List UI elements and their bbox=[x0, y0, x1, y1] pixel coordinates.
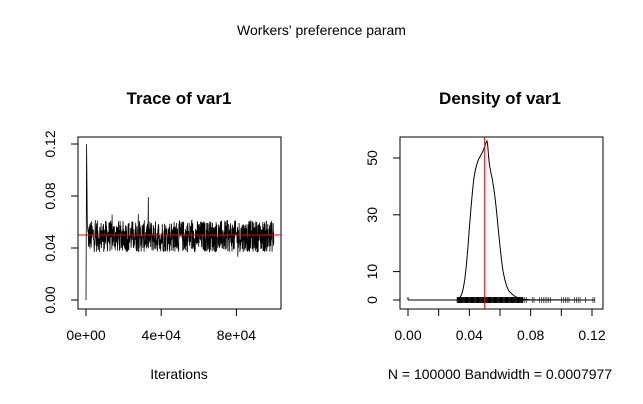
density-x-tick-label: 0.00 bbox=[394, 327, 421, 343]
trace-y-tick-label: 0.00 bbox=[42, 286, 58, 313]
density-curve bbox=[456, 139, 596, 301]
density-x-label: N = 100000 Bandwidth = 0.0007977 bbox=[388, 366, 612, 382]
trace-x-tick-label: 8e+04 bbox=[217, 327, 257, 343]
density-panel: Density of var1 0.00 0.04 0.08 0.12 0 10 30 50… bbox=[364, 89, 612, 382]
super-title: Workers' preference param bbox=[237, 22, 406, 38]
density-y-tick-label: 50 bbox=[364, 150, 380, 166]
trace-y-tick-label: 0.12 bbox=[42, 130, 58, 157]
density-y-tick-label: 30 bbox=[364, 207, 380, 223]
density-plot-frame bbox=[399, 136, 604, 310]
trace-y-tick-label: 0.08 bbox=[42, 182, 58, 209]
density-y-tick-label: 0 bbox=[364, 296, 380, 304]
density-y-tick-label: 10 bbox=[364, 264, 380, 280]
trace-title: Trace of var1 bbox=[127, 89, 232, 108]
trace-y-axis: 0.00 0.04 0.08 0.12 bbox=[42, 130, 79, 314]
trace-series-line bbox=[85, 143, 275, 301]
density-x-axis: 0.00 0.04 0.08 0.12 bbox=[394, 308, 606, 343]
density-x-tick-label: 0.08 bbox=[517, 327, 544, 343]
trace-x-tick-label: 4e+04 bbox=[142, 327, 182, 343]
trace-y-tick-label: 0.04 bbox=[42, 234, 58, 261]
trace-x-axis: 0e+00 4e+04 8e+04 bbox=[66, 308, 257, 343]
density-y-axis: 0 10 30 50 bbox=[364, 150, 401, 304]
trace-panel: Trace of var1 0e+00 4e+04 8e+04 0.000.040.… bbox=[42, 89, 282, 382]
density-x-tick-label: 0.12 bbox=[578, 327, 605, 343]
trace-x-tick-label: 0e+00 bbox=[66, 327, 106, 343]
density-title: Density of var1 bbox=[439, 89, 561, 108]
density-x-tick-label: 0.04 bbox=[456, 327, 483, 343]
trace-x-label: Iterations bbox=[150, 366, 208, 382]
